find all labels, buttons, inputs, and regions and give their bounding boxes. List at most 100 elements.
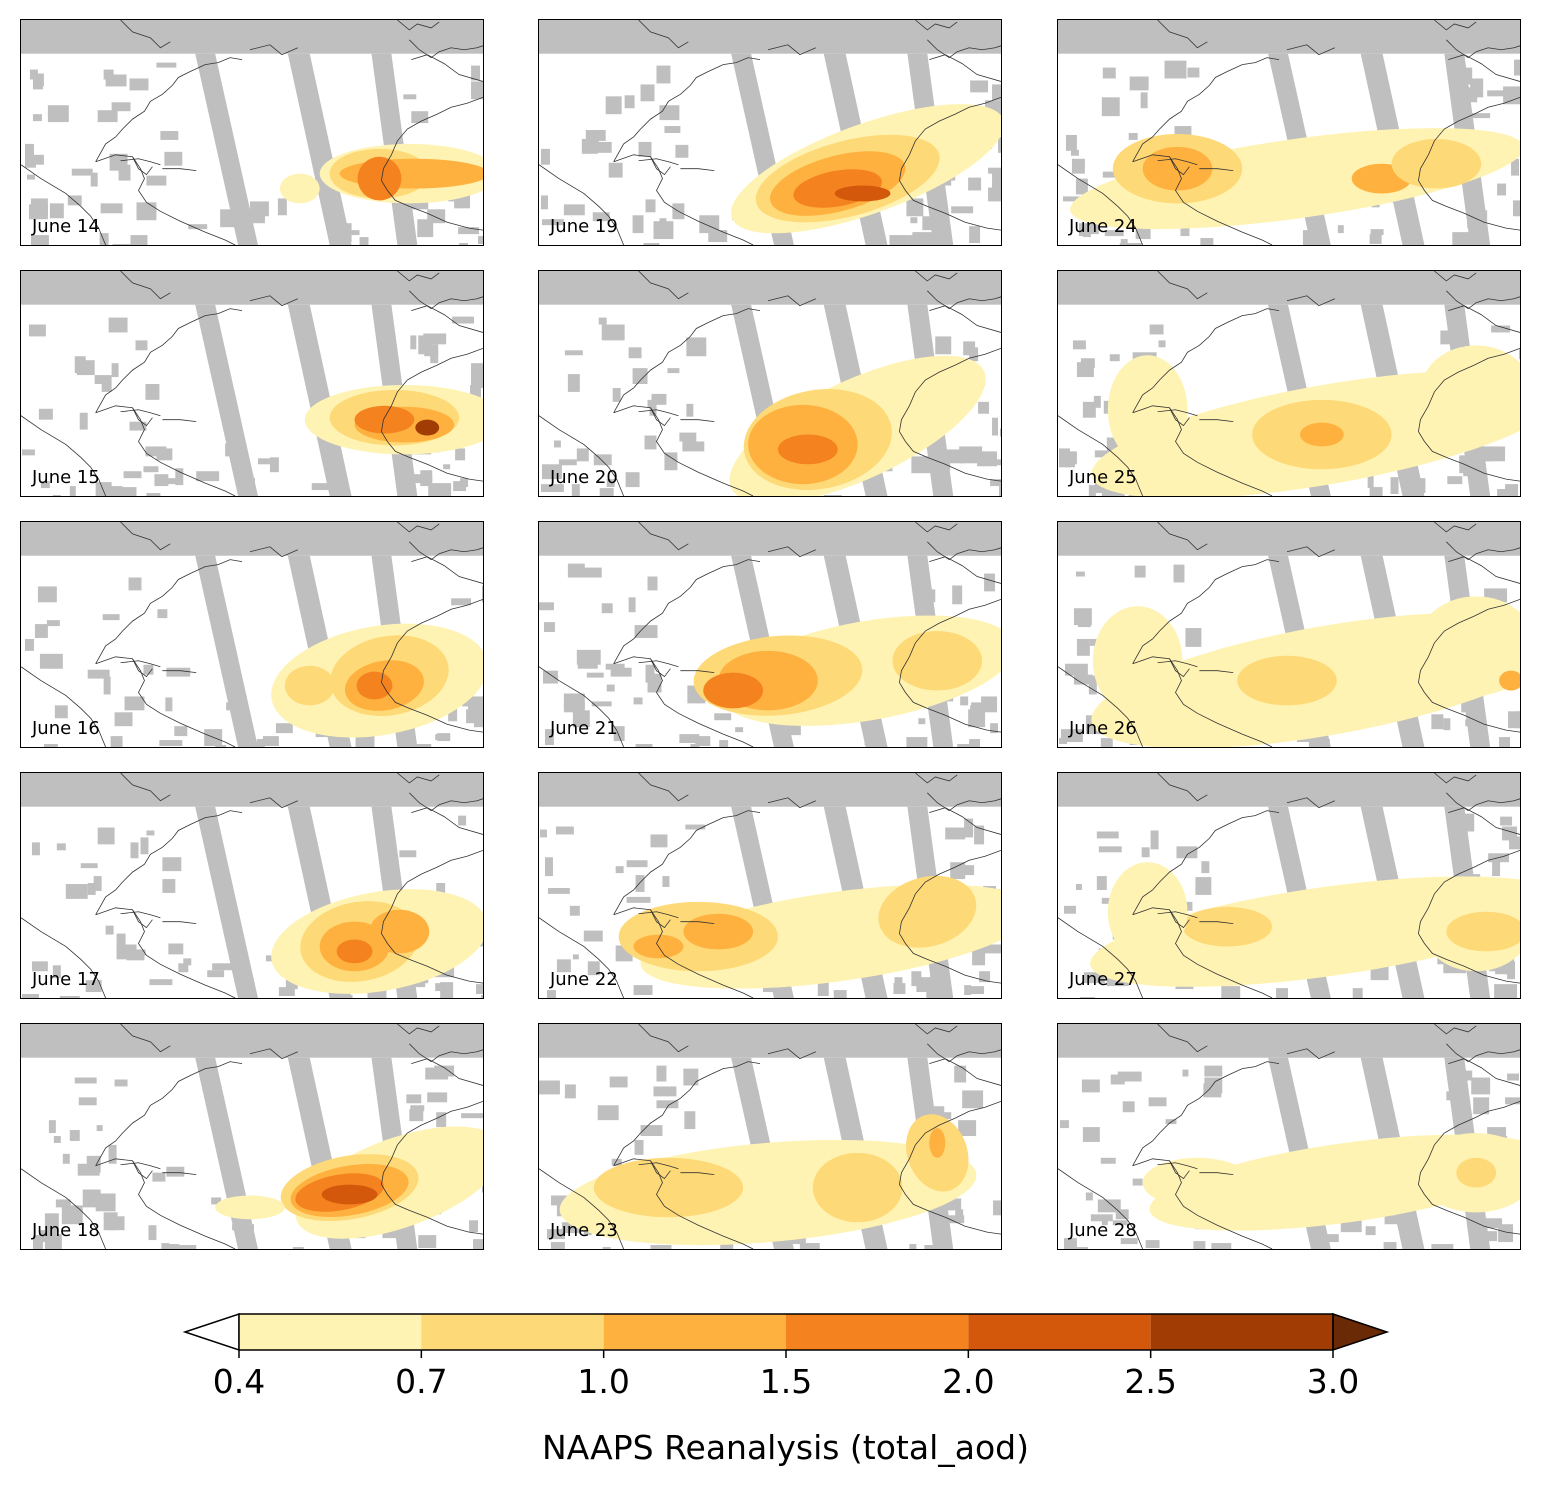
coastline bbox=[1157, 522, 1208, 551]
no-data-region bbox=[476, 984, 483, 995]
no-data-region bbox=[943, 1198, 962, 1211]
no-data-region bbox=[988, 167, 1001, 174]
no-data-region bbox=[435, 734, 451, 741]
coastline bbox=[1157, 660, 1198, 668]
no-data-region bbox=[1221, 986, 1241, 998]
coastline bbox=[120, 773, 171, 802]
no-data-region bbox=[952, 585, 963, 605]
no-data-region bbox=[1182, 1069, 1189, 1077]
no-data-region bbox=[64, 1210, 73, 1218]
no-data-region bbox=[1062, 196, 1083, 202]
coastline bbox=[1434, 271, 1477, 282]
no-data-region bbox=[44, 1213, 59, 1233]
coastline bbox=[1418, 598, 1520, 733]
no-data-region bbox=[101, 375, 112, 392]
no-data-region bbox=[593, 141, 612, 153]
no-data-region bbox=[893, 983, 906, 995]
aod-plume bbox=[731, 104, 1001, 234]
no-data-region bbox=[611, 1158, 622, 1166]
colorbar-extend-max bbox=[1332, 1312, 1390, 1352]
no-data-region bbox=[659, 105, 680, 121]
no-data-region bbox=[1457, 67, 1473, 85]
coastline bbox=[95, 405, 236, 496]
no-data-region bbox=[1088, 485, 1096, 496]
no-data-region bbox=[996, 1205, 1001, 1215]
no-data-region bbox=[1497, 489, 1508, 496]
coastline bbox=[21, 1168, 107, 1249]
no-data-region bbox=[972, 948, 986, 966]
no-data-region bbox=[195, 53, 258, 245]
coastline bbox=[132, 1160, 153, 1180]
no-data-region bbox=[183, 958, 192, 966]
map-panel-june-26: June 26 bbox=[1057, 521, 1521, 748]
coastline bbox=[21, 164, 107, 245]
no-data-region bbox=[128, 577, 142, 591]
no-data-region bbox=[59, 996, 80, 998]
coastline bbox=[397, 773, 440, 784]
no-data-region bbox=[99, 233, 109, 245]
no-data-region bbox=[540, 148, 550, 165]
no-data-region bbox=[146, 175, 167, 186]
coastline bbox=[650, 407, 671, 427]
coastline bbox=[1157, 1024, 1208, 1053]
no-data-region bbox=[647, 576, 658, 591]
no-data-region bbox=[473, 1239, 483, 1249]
coastline bbox=[132, 407, 153, 427]
no-data-region bbox=[561, 1222, 579, 1234]
panel-date-label: June 27 bbox=[1069, 969, 1137, 990]
no-data-region bbox=[939, 1112, 952, 1120]
panel-date-label: June 15 bbox=[32, 467, 100, 488]
aod-contour bbox=[593, 1157, 744, 1218]
aod-contour bbox=[777, 434, 838, 465]
aod-plume bbox=[1090, 862, 1520, 987]
no-data-region bbox=[998, 136, 1001, 153]
no-data-region bbox=[105, 74, 127, 87]
no-data-region bbox=[553, 440, 561, 448]
no-data-region bbox=[1104, 230, 1124, 237]
no-data-region bbox=[165, 697, 173, 712]
aod-plume bbox=[215, 1126, 483, 1239]
no-data-region bbox=[954, 1065, 967, 1083]
coastline bbox=[929, 305, 1001, 333]
coastline bbox=[95, 559, 243, 664]
map-panel-june-14: June 14 bbox=[20, 19, 484, 246]
coastline bbox=[1448, 556, 1520, 584]
coastline bbox=[1448, 807, 1520, 835]
no-data-region bbox=[40, 481, 50, 489]
no-data-region bbox=[97, 827, 115, 845]
coastline bbox=[1132, 656, 1273, 747]
coastline bbox=[120, 660, 161, 668]
no-data-region bbox=[1173, 564, 1185, 583]
no-data-region bbox=[640, 84, 655, 102]
no-data-region bbox=[178, 963, 189, 973]
no-data-region bbox=[287, 53, 352, 245]
coastline bbox=[1448, 1058, 1520, 1086]
coastline bbox=[539, 164, 625, 245]
no-data-region bbox=[969, 226, 981, 244]
no-data-region bbox=[653, 1086, 677, 1097]
no-data-region bbox=[913, 458, 934, 464]
coastline bbox=[1169, 156, 1190, 176]
coastline bbox=[1418, 96, 1520, 231]
no-data-region bbox=[1117, 1071, 1142, 1082]
no-data-region bbox=[123, 471, 142, 479]
no-data-region bbox=[21, 1024, 483, 1058]
no-data-region bbox=[130, 842, 139, 859]
no-data-region bbox=[226, 702, 239, 711]
map-june-25 bbox=[1058, 271, 1520, 496]
no-data-region bbox=[1058, 1024, 1520, 1058]
no-data-region bbox=[572, 954, 579, 960]
no-data-region bbox=[1443, 718, 1451, 731]
no-data-region bbox=[924, 1245, 949, 1249]
coastline bbox=[650, 156, 671, 176]
no-data-region bbox=[634, 625, 658, 638]
no-data-region bbox=[930, 1106, 945, 1119]
no-data-region bbox=[1060, 729, 1083, 743]
coastline bbox=[409, 39, 483, 59]
no-data-region bbox=[656, 1065, 667, 1082]
no-data-region bbox=[1507, 1073, 1520, 1081]
coastlines bbox=[1058, 522, 1520, 747]
no-data-region bbox=[1200, 238, 1214, 245]
colorbar-tick-label: 0.7 bbox=[395, 1362, 448, 1401]
no-data-region bbox=[140, 837, 149, 855]
